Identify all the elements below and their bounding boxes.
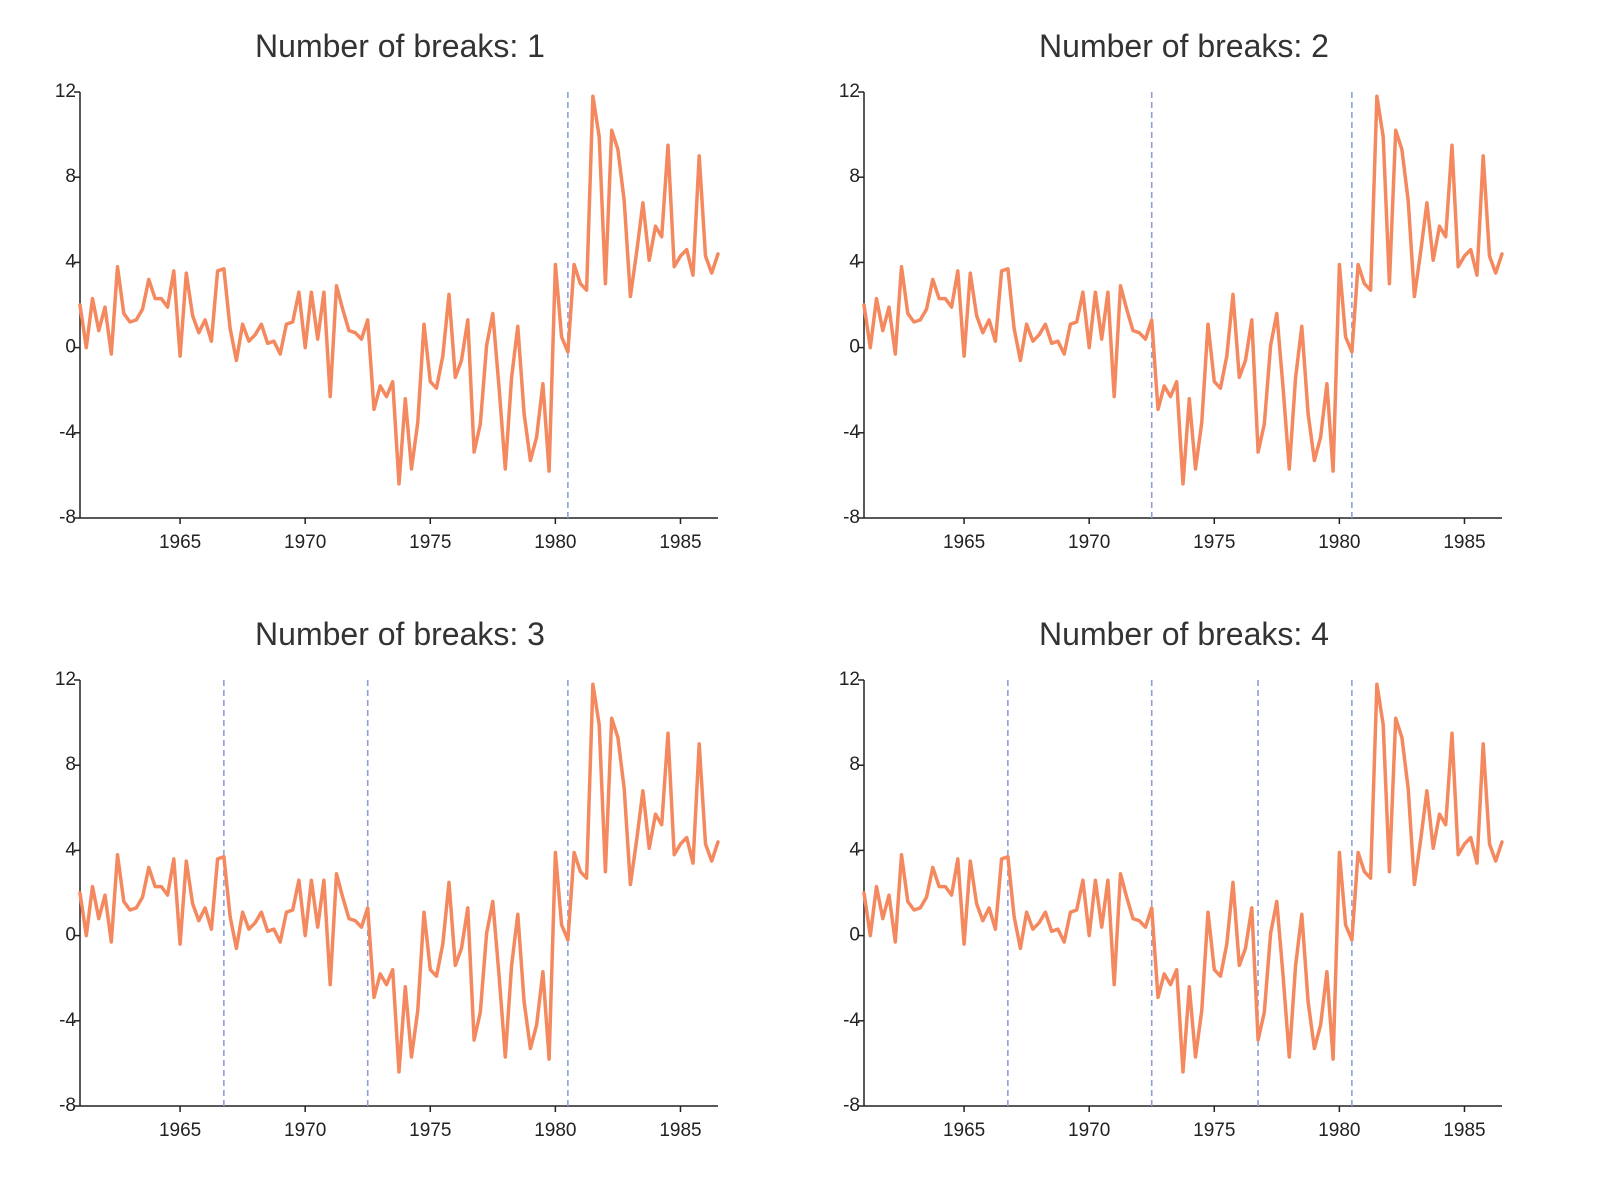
y-tick-label: 8 <box>849 166 860 187</box>
x-tick-label: 1980 <box>1318 532 1360 553</box>
x-tick-label: 1975 <box>1193 1120 1235 1141</box>
y-tick-label: 8 <box>849 754 860 775</box>
x-tick-label: 1980 <box>1318 1120 1360 1141</box>
y-tick-label: -8 <box>843 507 860 528</box>
y-tick-label: 12 <box>55 669 76 690</box>
y-tick-label: -8 <box>843 1095 860 1116</box>
y-tick-label: -4 <box>59 1010 76 1031</box>
y-tick-label: 0 <box>65 925 76 946</box>
x-tick-label: 1970 <box>284 1120 326 1141</box>
y-tick-label: -8 <box>59 507 76 528</box>
y-tick-label: 0 <box>65 337 76 358</box>
series-line <box>862 94 1504 486</box>
y-tick-label: 8 <box>65 754 76 775</box>
chart-panel-4: Number of breaks: 4 12 8 4 0 -4 -8 1965 1970 197… <box>784 588 1544 1168</box>
panel-plot: 12 8 4 0 -4 -8 1965 1970 1975 1980 1985 <box>839 669 1504 1141</box>
chart-panel-1: Number of breaks: 1 12 8 4 0 -4 -8 1965 1970 197… <box>0 0 760 580</box>
y-tick-label: 4 <box>65 839 76 860</box>
y-tick-label: 0 <box>849 337 860 358</box>
x-tick-label: 1965 <box>943 1120 985 1141</box>
x-tick-label: 1965 <box>159 532 201 553</box>
y-tick-label: 12 <box>839 81 860 102</box>
panel-title: Number of breaks: 3 <box>255 616 545 652</box>
panel-title: Number of breaks: 1 <box>255 28 545 64</box>
x-tick-label: 1985 <box>1443 1120 1485 1141</box>
x-tick-label: 1980 <box>534 1120 576 1141</box>
y-tick-label: -4 <box>843 1010 860 1031</box>
x-tick-label: 1975 <box>1193 532 1235 553</box>
x-tick-label: 1970 <box>284 532 326 553</box>
y-tick-label: 0 <box>849 925 860 946</box>
x-tick-label: 1985 <box>659 1120 701 1141</box>
y-tick-label: -8 <box>59 1095 76 1116</box>
x-tick-label: 1985 <box>1443 532 1485 553</box>
x-tick-label: 1985 <box>659 532 701 553</box>
panel-title: Number of breaks: 2 <box>1039 28 1329 64</box>
x-tick-label: 1970 <box>1068 532 1110 553</box>
y-tick-label: 4 <box>849 251 860 272</box>
panel-plot: 12 8 4 0 -4 -8 1965 1970 1975 1980 1985 <box>55 81 720 553</box>
series-line <box>78 682 720 1074</box>
y-tick-label: 8 <box>65 166 76 187</box>
y-tick-label: 12 <box>55 81 76 102</box>
y-tick-label: 4 <box>65 251 76 272</box>
x-tick-label: 1980 <box>534 532 576 553</box>
y-tick-label: -4 <box>843 422 860 443</box>
y-tick-label: -4 <box>59 422 76 443</box>
series-line <box>78 94 720 486</box>
x-tick-label: 1965 <box>943 532 985 553</box>
x-tick-label: 1965 <box>159 1120 201 1141</box>
chart-panel-2: Number of breaks: 2 12 8 4 0 -4 -8 1965 1970 197… <box>784 0 1544 580</box>
chart-panel-3: Number of breaks: 3 12 8 4 0 -4 -8 1965 1970 197… <box>0 588 760 1168</box>
series-line <box>862 682 1504 1074</box>
panel-plot: 12 8 4 0 -4 -8 1965 1970 1975 1980 1985 <box>55 669 720 1141</box>
y-tick-label: 4 <box>849 839 860 860</box>
panel-title: Number of breaks: 4 <box>1039 616 1329 652</box>
x-tick-label: 1970 <box>1068 1120 1110 1141</box>
x-tick-label: 1975 <box>409 1120 451 1141</box>
x-tick-label: 1975 <box>409 532 451 553</box>
panel-plot: 12 8 4 0 -4 -8 1965 1970 1975 1980 1985 <box>839 81 1504 553</box>
y-tick-label: 12 <box>839 669 860 690</box>
